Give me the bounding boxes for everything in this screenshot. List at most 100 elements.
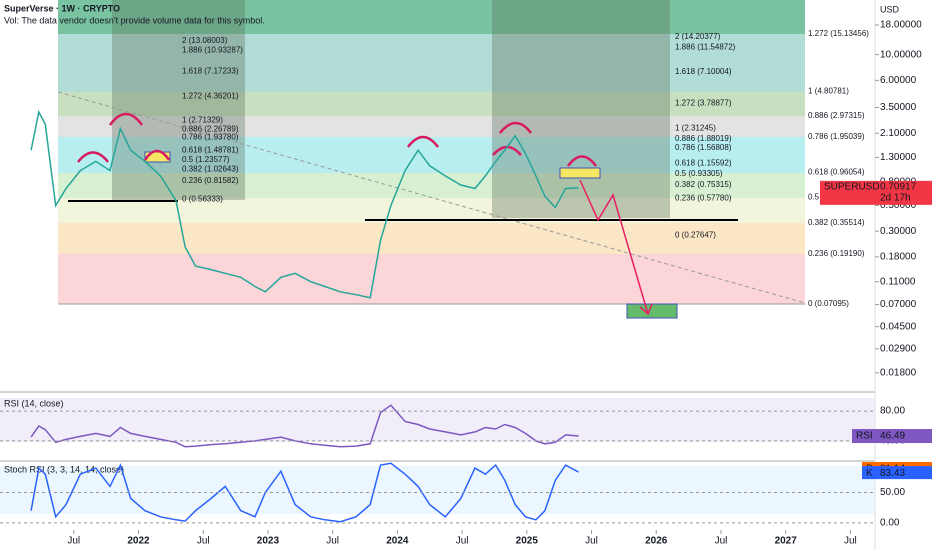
zone-box <box>559 167 601 179</box>
zone <box>58 198 805 223</box>
rsi-name: RSI <box>856 431 873 442</box>
x-tick-label: 2025 <box>516 536 539 547</box>
fib-label: 0.618 (1.15592) <box>675 158 732 167</box>
fib-label: 0.236 (0.57780) <box>675 193 732 202</box>
y-tick-label: 80.00 <box>880 406 905 417</box>
tag-price: 0.70917 <box>880 182 917 193</box>
rsi-band <box>0 398 875 442</box>
fib-label: 0.786 (1.56808) <box>675 143 732 152</box>
y-tick-label: 0.00 <box>880 518 900 529</box>
x-tick-label: Jul <box>844 536 857 547</box>
x-tick-label: 2022 <box>127 536 150 547</box>
zone <box>58 92 805 116</box>
x-tick-label: 2024 <box>386 536 409 547</box>
target-box <box>626 303 678 319</box>
price-line <box>30 109 579 299</box>
x-tick-label: 2023 <box>257 536 280 547</box>
fib-label: 0.786 (1.95039) <box>808 132 865 141</box>
zone <box>58 0 805 34</box>
y-tick-label: 50.00 <box>880 487 905 498</box>
price-tag <box>820 180 932 205</box>
rsi-line <box>30 404 579 448</box>
fib-label: 1.272 (15.13456) <box>808 29 869 38</box>
pattern-arc <box>566 155 598 167</box>
y-tick-label: 18.00000 <box>880 20 922 31</box>
fib-label: 0.886 (2.97315) <box>808 111 865 120</box>
fib-box <box>112 0 245 200</box>
fib-label: 0.236 (0.81582) <box>182 176 239 185</box>
y-tick-label: 10.00000 <box>880 49 922 60</box>
x-tick-label: Jul <box>67 536 80 547</box>
fib-label: 0.886 (1.88019) <box>675 134 732 143</box>
pattern-arc <box>143 149 171 161</box>
fib-label: 1.272 (4.36201) <box>182 92 239 101</box>
fib-label: 2 (13.08003) <box>182 36 228 45</box>
y-tick-label: 0.07000 <box>880 299 917 310</box>
pattern-arc <box>407 135 439 148</box>
stoch-k-value: 83.43 <box>880 468 905 479</box>
volume-note: Vol: The data vendor doesn't provide vol… <box>4 15 265 25</box>
y-tick-label: 0.02900 <box>880 343 917 354</box>
rsi-tag <box>852 429 932 444</box>
tag-symbol: SUPERUSD <box>824 182 880 193</box>
x-tick-label: Jul <box>326 536 339 547</box>
zone <box>58 223 805 254</box>
fib-label: 0.5 (1.23577) <box>182 155 230 164</box>
pattern-arc <box>77 151 109 163</box>
fib-label: 0.5 (0.93305) <box>675 169 723 178</box>
fib-label: 0.236 (0.19190) <box>808 249 865 258</box>
stoch-title: Stoch RSI (3, 3, 14, 14, close) <box>4 464 124 474</box>
fib-label: 1.886 (10.93287) <box>182 45 243 54</box>
rsi-value: 46.49 <box>880 431 905 442</box>
y-tick-label: 0.11000 <box>880 276 916 287</box>
stoch-k-name: K <box>866 468 873 479</box>
fib-label: 0.382 (1.02643) <box>182 164 239 173</box>
zone <box>58 116 805 137</box>
y-tick-label: 0.01800 <box>880 367 917 378</box>
y-tick-label: 1.30000 <box>880 152 917 163</box>
fib-label: 0.382 (0.75315) <box>675 180 732 189</box>
pattern-arc <box>499 121 532 134</box>
x-tick-label: Jul <box>197 536 210 547</box>
tag-countdown: 2d 17h <box>880 193 911 204</box>
trend-line <box>57 91 806 304</box>
fib-label: 0.382 (0.35514) <box>808 218 865 227</box>
fib-label: 2 (14.20377) <box>675 32 721 41</box>
y-tick-label: 6.00000 <box>880 75 917 86</box>
currency: USD <box>880 4 900 14</box>
stoch-k-tag <box>862 466 932 480</box>
fib-label: 0 (0.07095) <box>808 299 849 308</box>
rsi-title: RSI (14, close) <box>4 398 64 408</box>
zone <box>58 173 805 198</box>
fib-label: 1.618 (7.17233) <box>182 66 239 75</box>
y-tick-label: 0.30000 <box>880 226 917 237</box>
fib-label: 0.786 (1.93780) <box>182 132 239 141</box>
pattern-arc <box>108 112 144 126</box>
y-tick-label: 0.04500 <box>880 321 917 332</box>
x-tick-label: 2026 <box>645 536 668 547</box>
x-tick-label: Jul <box>715 536 728 547</box>
fib-label: 1.618 (7.10004) <box>675 67 732 76</box>
symbol-title: SuperVerse · 1W · CRYPTO <box>4 3 120 13</box>
fib-label: 0 (0.27647) <box>675 230 716 239</box>
fib-label: 1.886 (11.54872) <box>675 42 736 51</box>
y-tick-label: 2.10000 <box>880 128 917 139</box>
fib-label: 1 (2.31245) <box>675 123 716 132</box>
fib-label: 0.618 (0.96054) <box>808 168 865 177</box>
stoch-k-line <box>30 462 579 523</box>
y-tick-label: 0.50000 <box>880 200 917 211</box>
fib-label: 0 (0.56333) <box>182 195 223 204</box>
fib-label: 0.618 (1.48781) <box>182 146 239 155</box>
stoch-band <box>0 466 875 514</box>
x-tick-label: Jul <box>585 536 598 547</box>
x-tick-label: Jul <box>456 536 469 547</box>
fib-label: 1 (2.71329) <box>182 115 223 124</box>
fib-label: 1 (4.80781) <box>808 87 849 96</box>
fib-box <box>492 0 670 218</box>
zone <box>58 34 805 92</box>
projection-arrow <box>579 179 653 316</box>
fib-label: 0.886 (2.26789) <box>182 124 239 133</box>
x-tick-label: 2027 <box>775 536 798 547</box>
